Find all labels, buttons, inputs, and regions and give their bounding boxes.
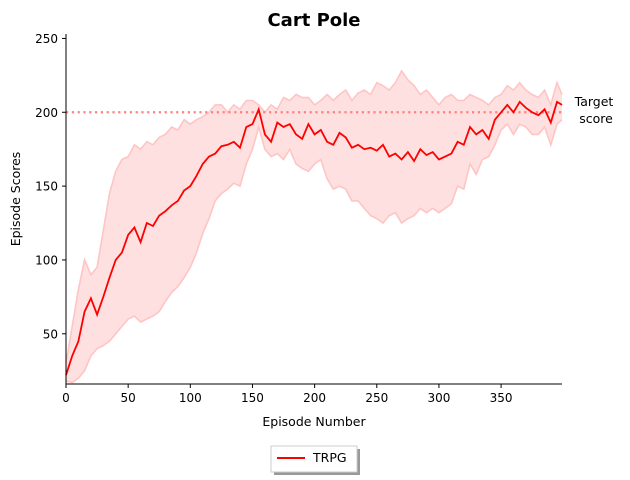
series-band-upper-edge [65, 69, 563, 364]
x-tick-label: 200 [303, 391, 326, 405]
legend: TRPG [270, 445, 360, 475]
series-band-lower-edge [65, 119, 563, 384]
y-axis-label: Episode Scores [8, 152, 23, 247]
x-tick-label: 250 [365, 391, 388, 405]
plot-area [65, 69, 563, 384]
x-tick-label: 150 [241, 391, 264, 405]
x-tick-label: 0 [62, 391, 70, 405]
y-tick-label: 200 [35, 106, 58, 120]
y-axis-ticks: 50 100 150 200 250 [35, 32, 66, 341]
y-tick-label: 250 [35, 32, 58, 46]
x-axis-label: Episode Number [262, 414, 366, 429]
target-label-line2: score [579, 111, 613, 126]
x-tick-label: 100 [179, 391, 202, 405]
y-tick-label: 150 [35, 180, 58, 194]
x-axis-ticks: 0 50 100 150 200 250 300 350 [62, 384, 513, 405]
series-band-trpg [66, 70, 562, 383]
x-tick-label: 350 [490, 391, 513, 405]
legend-box [270, 445, 358, 473]
legend-label-trpg: TRPG [312, 450, 347, 465]
series-line-trpg [65, 100, 563, 376]
y-tick-label: 50 [43, 327, 58, 341]
x-tick-label: 300 [427, 391, 450, 405]
chart-title: Cart Pole [267, 10, 360, 31]
target-label-line1: Target [574, 94, 614, 109]
y-tick-label: 100 [35, 253, 58, 267]
x-tick-label: 50 [121, 391, 136, 405]
